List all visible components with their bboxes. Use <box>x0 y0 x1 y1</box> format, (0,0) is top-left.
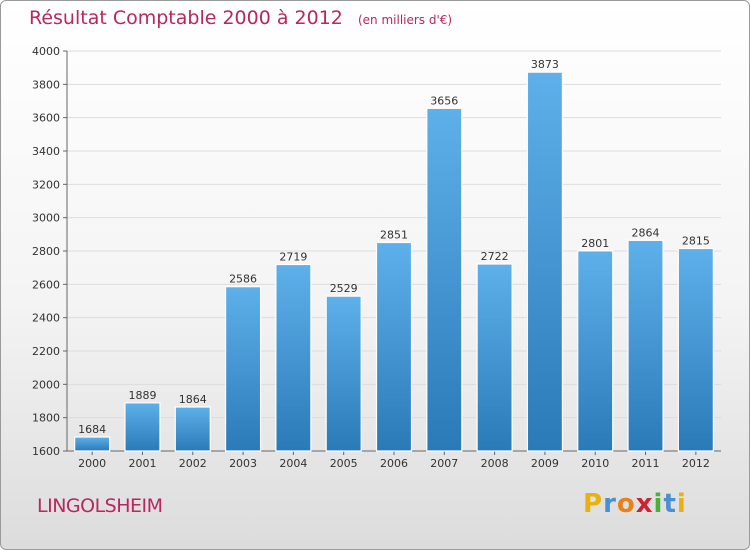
bar-2004 <box>275 263 312 452</box>
brand-letter: i <box>653 489 664 519</box>
value-label-2000: 1684 <box>78 423 106 436</box>
bar-2007 <box>426 107 463 452</box>
value-label-2005: 2529 <box>330 282 358 295</box>
y-tick-label: 3600 <box>32 112 60 125</box>
bar-2002 <box>174 406 211 452</box>
value-label-2010: 2801 <box>581 237 609 250</box>
x-tick-label-2010: 2010 <box>581 457 609 470</box>
value-label-2004: 2719 <box>279 251 307 264</box>
bar-2010 <box>577 250 614 452</box>
y-tick-label: 3400 <box>32 145 60 158</box>
value-label-2009: 3873 <box>531 58 559 71</box>
y-tick-label: 2200 <box>32 345 60 358</box>
x-tick-label-2007: 2007 <box>430 457 458 470</box>
brand-logo[interactable]: Proxiti <box>583 489 687 519</box>
brand-letter: o <box>616 489 636 519</box>
label-layer: 1684 2000 1889 2001 1864 2002 2586 2003 2719 2004… <box>78 58 710 470</box>
axis-layer: 1600 1800 2000 2200 2400 2600 2800 3000 3200 3400… <box>32 45 721 458</box>
bar-2001 <box>124 402 161 452</box>
y-tick-label: 1600 <box>32 445 60 458</box>
bar-2005 <box>325 295 362 452</box>
x-tick-label-2006: 2006 <box>380 457 408 470</box>
title-row: Résultat Comptable 2000 à 2012 (en milli… <box>29 7 452 29</box>
bar-layer <box>74 71 714 452</box>
brand-letter: x <box>635 489 654 519</box>
x-tick-label-2011: 2011 <box>632 457 660 470</box>
value-label-2007: 3656 <box>430 94 458 107</box>
bar-2006 <box>375 241 413 452</box>
value-label-2012: 2815 <box>682 235 710 248</box>
x-tick-label-2009: 2009 <box>531 457 559 470</box>
bar-2011 <box>627 239 664 452</box>
value-label-2008: 2722 <box>481 250 509 263</box>
y-tick-label: 2600 <box>32 278 60 291</box>
y-tick-label: 3200 <box>32 178 60 191</box>
y-tick-label: 4000 <box>32 45 60 58</box>
value-label-2001: 1889 <box>128 389 156 402</box>
bar-2000 <box>74 436 111 452</box>
x-tick-label-2002: 2002 <box>179 457 207 470</box>
x-tick-label-2012: 2012 <box>682 457 710 470</box>
value-label-2011: 2864 <box>632 226 660 239</box>
place-name: LINGOLSHEIM <box>37 495 163 517</box>
value-label-2006: 2851 <box>380 229 408 242</box>
brand-letter: P <box>583 489 604 519</box>
brand-letter: i <box>676 489 687 519</box>
x-tick-label-2005: 2005 <box>330 457 358 470</box>
brand-letter: r <box>603 489 617 519</box>
y-tick-label: 3000 <box>32 212 60 225</box>
x-tick-label-2003: 2003 <box>229 457 257 470</box>
bar-2008 <box>476 263 513 452</box>
y-tick-label: 1800 <box>32 412 60 425</box>
x-tick-label-2001: 2001 <box>128 457 156 470</box>
x-tick-label-2000: 2000 <box>78 457 106 470</box>
value-label-2002: 1864 <box>179 393 207 406</box>
chart-subtitle: (en milliers d'€) <box>357 13 453 27</box>
brand-letter: t <box>663 489 677 519</box>
value-label-2003: 2586 <box>229 273 257 286</box>
x-tick-label-2004: 2004 <box>279 457 307 470</box>
y-tick-label: 2000 <box>32 378 60 391</box>
y-tick-label: 2400 <box>32 312 60 325</box>
y-tick-label: 3800 <box>32 78 60 91</box>
bar-2003 <box>224 286 262 452</box>
x-tick-label-2008: 2008 <box>481 457 509 470</box>
chart-title: Résultat Comptable 2000 à 2012 <box>29 7 343 29</box>
bar-2012 <box>677 247 714 452</box>
y-tick-label: 2800 <box>32 245 60 258</box>
bar-2009 <box>526 71 564 452</box>
